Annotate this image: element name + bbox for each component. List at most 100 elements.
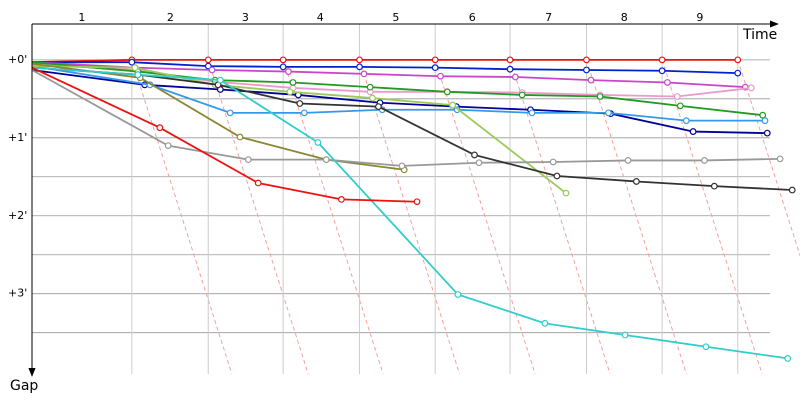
lap-time-line [207,59,309,375]
lap-time-line [737,59,800,258]
data-point [286,88,294,96]
plot [31,56,796,362]
data-point [244,156,252,164]
data-point [413,198,421,206]
data-point [285,68,292,75]
x-axis-label: Time [742,27,777,43]
data-point [289,79,297,86]
lap-time-line [585,59,687,375]
data-point [605,109,612,117]
data-point [134,71,142,79]
grid [32,24,800,375]
data-point [624,157,632,164]
series-line [31,65,765,122]
x-tick-label: 6 [469,11,476,24]
lap-time-line [359,59,461,375]
data-point [204,62,212,70]
data-point [710,182,718,190]
lap-time-line [282,59,384,375]
y-tick-label: +1' [8,131,27,144]
data-point [596,93,604,100]
data-point [475,159,483,167]
x-tick-label: 4 [317,11,324,24]
data-point [632,178,640,185]
data-point [236,133,244,141]
data-point [788,186,796,194]
x-tick-label: 3 [242,11,249,24]
data-point [366,83,374,91]
data-point [356,56,363,64]
data-point [164,142,172,150]
lap-time-line [661,59,763,375]
lap-time-line [509,59,611,375]
series-line [31,58,738,64]
data-point [587,76,595,84]
data-point [689,128,697,135]
x-tick-label: 2 [167,11,174,24]
data-point [216,76,224,84]
data-point [454,291,462,298]
data-point [673,93,681,100]
data-point [356,63,363,71]
data-point [658,56,666,64]
data-point [131,64,139,72]
data-point [549,158,557,166]
data-point [583,66,590,74]
data-point [511,73,519,81]
data-point [375,103,382,111]
data-point [664,79,671,86]
x-tick-label: 7 [545,11,552,24]
data-point [360,70,368,78]
data-point [676,102,684,110]
data-point [734,56,742,64]
data-point [398,162,406,170]
data-point [518,91,526,99]
data-point [322,156,330,164]
data-point [759,111,767,119]
x-tick-label: 1 [78,11,85,24]
data-point [254,179,262,187]
data-point [658,67,666,75]
data-point [763,129,771,137]
x-tick-label: 9 [696,11,703,24]
y-tick-label: +3' [8,287,27,300]
series-line [31,69,768,135]
data-point [314,139,322,146]
data-point [296,100,304,107]
data-point [226,109,234,117]
data-point [156,124,164,132]
data-point [553,172,561,180]
data-point [431,64,439,72]
series-line [31,66,788,360]
data-point [562,189,570,197]
y-axis-label: Gap [10,378,38,394]
data-point [368,94,376,102]
data-point [437,72,444,80]
data-point [506,65,514,73]
data-point [279,56,287,64]
data-point [471,151,478,159]
data-point [443,88,451,96]
x-tick-label: 8 [621,11,628,24]
data-point [279,63,287,71]
data-point [337,195,345,203]
x-tick-label: 5 [392,11,399,24]
data-point [204,56,212,64]
data-point [761,117,769,125]
y-tick-label: +2' [8,209,27,222]
data-point [300,109,308,117]
data-point [734,69,742,77]
data-point [449,101,456,109]
series-line [32,61,738,75]
lap-time-line [434,59,536,375]
data-point [621,331,629,339]
data-point [701,157,708,164]
series-line [31,69,781,167]
data-point [776,155,784,163]
y-tick-label: +0' [8,53,27,66]
data-point [702,343,710,351]
data-point [682,117,690,125]
series-line [31,61,746,89]
data-point [208,66,216,74]
